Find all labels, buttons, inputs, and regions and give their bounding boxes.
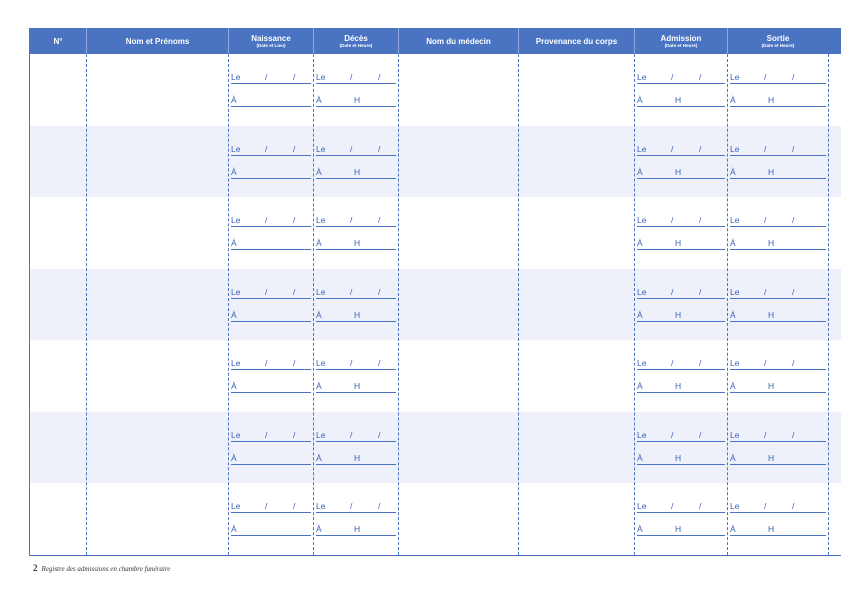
date-field[interactable]: Le / / xyxy=(316,287,396,299)
page-number: 2 xyxy=(33,563,38,573)
header-title: Naissance xyxy=(251,33,291,43)
date-field[interactable]: Le / / xyxy=(637,430,725,442)
date-field[interactable]: Le / / xyxy=(637,144,725,156)
header-col-name: Nom et Prénoms xyxy=(86,28,228,54)
date-field[interactable]: Le / / xyxy=(637,72,725,84)
register-table: N° Nom et Prénoms Naissance (Date et Lieu) D… xyxy=(29,28,841,556)
date-field[interactable]: Le / / xyxy=(316,72,396,84)
header-col-origin: Provenance du corps xyxy=(518,28,634,54)
header-col-admission: Admission (Date et Heure) xyxy=(634,28,727,54)
page-footer: 2 Registre des admissions en chambre funé… xyxy=(33,563,170,573)
date-field[interactable]: Le / / xyxy=(316,144,396,156)
date-field[interactable]: Le / / xyxy=(730,501,826,513)
date-field[interactable]: Le / / xyxy=(730,358,826,370)
date-field[interactable]: Le / / xyxy=(730,144,826,156)
header-subtitle: (Date et Lieu) xyxy=(256,42,286,48)
date-field[interactable]: Le / / xyxy=(730,72,826,84)
place-field[interactable]: À xyxy=(231,453,311,465)
header-title: Provenance du corps xyxy=(535,36,618,46)
column-divider xyxy=(86,54,87,555)
place-field[interactable]: À xyxy=(231,524,311,536)
column-divider xyxy=(518,54,519,555)
column-divider xyxy=(828,54,829,555)
date-field[interactable]: Le / / xyxy=(730,430,826,442)
date-field[interactable]: Le / / xyxy=(637,287,725,299)
date-field[interactable]: Le / / xyxy=(316,215,396,227)
date-field[interactable]: Le / / xyxy=(316,430,396,442)
header-subtitle: (Date et Heure) xyxy=(339,42,373,48)
header-title: N° xyxy=(53,36,63,46)
table-row xyxy=(30,411,841,483)
header-subtitle: (Date et Heure) xyxy=(664,42,698,48)
header-col-birth: Naissance (Date et Lieu) xyxy=(228,28,313,54)
table-row xyxy=(30,54,841,126)
column-divider xyxy=(634,54,635,555)
date-field[interactable]: Le / / xyxy=(231,287,311,299)
column-divider xyxy=(727,54,728,555)
date-field[interactable]: Le / / xyxy=(316,501,396,513)
table-row xyxy=(30,483,841,555)
column-divider xyxy=(313,54,314,555)
date-field[interactable]: Le / / xyxy=(637,215,725,227)
header-col-doctor: Nom du médecin xyxy=(398,28,518,54)
header-col-death: Décès (Date et Heure) xyxy=(313,28,398,54)
place-field[interactable]: À xyxy=(231,310,311,322)
place-field[interactable]: À xyxy=(231,238,311,250)
header-title: Nom du médecin xyxy=(426,36,491,46)
place-field[interactable]: À xyxy=(231,167,311,179)
header-col-exit: Sortie (Date et Heure) xyxy=(727,28,828,54)
date-field[interactable]: Le / / xyxy=(231,215,311,227)
place-field[interactable]: À xyxy=(231,381,311,393)
date-field[interactable]: Le / / xyxy=(730,215,826,227)
table-row xyxy=(30,125,841,197)
table-row xyxy=(30,268,841,340)
date-field[interactable]: Le / / xyxy=(231,358,311,370)
table-header: N° Nom et Prénoms Naissance (Date et Lieu) D… xyxy=(30,28,841,54)
header-title: Décès xyxy=(344,33,368,43)
column-divider xyxy=(228,54,229,555)
table-row xyxy=(30,197,841,269)
date-field[interactable]: Le / / xyxy=(730,287,826,299)
date-field[interactable]: Le / / xyxy=(231,144,311,156)
date-field[interactable]: Le / / xyxy=(231,72,311,84)
footer-title: Registre des admissions en chambre funér… xyxy=(41,565,171,573)
header-col-number: N° xyxy=(30,28,86,54)
header-title: Sortie xyxy=(766,33,790,43)
place-field[interactable]: À xyxy=(231,95,311,107)
column-divider xyxy=(398,54,399,555)
header-title: Nom et Prénoms xyxy=(125,36,190,46)
date-field[interactable]: Le / / xyxy=(316,358,396,370)
header-title: Admission xyxy=(660,33,702,43)
header-subtitle: (Date et Heure) xyxy=(761,42,795,48)
date-field[interactable]: Le / / xyxy=(637,501,725,513)
date-field[interactable]: Le / / xyxy=(231,430,311,442)
date-field[interactable]: Le / / xyxy=(637,358,725,370)
date-field[interactable]: Le / / xyxy=(231,501,311,513)
table-row xyxy=(30,340,841,412)
